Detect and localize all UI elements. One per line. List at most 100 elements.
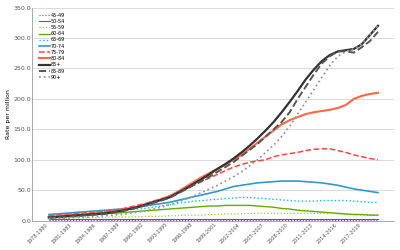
70-74 bbox=[54, 212, 59, 216]
70-74 bbox=[207, 192, 212, 195]
55-59 bbox=[143, 215, 148, 218]
55-59 bbox=[311, 212, 316, 215]
50-54 bbox=[175, 218, 180, 221]
90+ bbox=[368, 34, 372, 36]
55-59 bbox=[279, 212, 284, 215]
70-74 bbox=[295, 180, 300, 182]
60-64 bbox=[183, 206, 188, 209]
60-64 bbox=[223, 204, 228, 207]
75-79 bbox=[311, 148, 316, 151]
65-69 bbox=[183, 201, 188, 204]
65-69 bbox=[255, 196, 260, 200]
80-84 bbox=[279, 123, 284, 126]
85+ bbox=[167, 196, 172, 199]
70-74 bbox=[368, 190, 372, 193]
45-49 bbox=[279, 218, 284, 221]
75-79 bbox=[167, 195, 172, 198]
50-54 bbox=[287, 218, 292, 221]
60-64 bbox=[255, 204, 260, 208]
70-74 bbox=[287, 180, 292, 182]
90+ bbox=[78, 216, 83, 219]
85-89 bbox=[352, 51, 356, 54]
75-79 bbox=[54, 214, 59, 217]
85+ bbox=[328, 54, 332, 56]
55-59 bbox=[336, 212, 340, 216]
45-49 bbox=[295, 218, 300, 221]
55-59 bbox=[175, 214, 180, 217]
65-69 bbox=[368, 201, 372, 204]
90+ bbox=[183, 198, 188, 201]
75-79 bbox=[255, 160, 260, 162]
70-74 bbox=[336, 184, 340, 187]
65-69 bbox=[344, 199, 348, 202]
65-69 bbox=[143, 207, 148, 210]
90+ bbox=[86, 216, 91, 218]
50-54 bbox=[360, 218, 364, 221]
45-49 bbox=[328, 218, 332, 221]
Line: 55-59: 55-59 bbox=[49, 213, 378, 218]
65-69 bbox=[86, 211, 91, 214]
90+ bbox=[231, 175, 236, 178]
85-89 bbox=[215, 170, 220, 173]
60-64 bbox=[247, 204, 252, 207]
65-69 bbox=[360, 200, 364, 203]
60-64 bbox=[167, 208, 172, 210]
50-54 bbox=[70, 218, 75, 221]
85+ bbox=[103, 212, 108, 215]
75-79 bbox=[151, 200, 156, 203]
75-79 bbox=[336, 149, 340, 152]
70-74 bbox=[127, 207, 132, 210]
80-84 bbox=[199, 176, 204, 179]
60-64 bbox=[151, 209, 156, 212]
45-49 bbox=[207, 218, 212, 221]
45-49 bbox=[46, 218, 51, 221]
75-79 bbox=[183, 188, 188, 190]
80-84 bbox=[255, 141, 260, 144]
45-49 bbox=[263, 218, 268, 221]
60-64 bbox=[287, 208, 292, 210]
Line: 60-64: 60-64 bbox=[49, 206, 378, 217]
70-74 bbox=[223, 188, 228, 190]
85+ bbox=[319, 60, 324, 62]
60-64 bbox=[111, 212, 116, 215]
Line: 90+: 90+ bbox=[49, 26, 378, 219]
80-84 bbox=[135, 205, 140, 208]
80-84 bbox=[207, 172, 212, 175]
55-59 bbox=[352, 213, 356, 216]
55-59 bbox=[328, 212, 332, 215]
75-79 bbox=[223, 169, 228, 172]
55-59 bbox=[360, 214, 364, 217]
65-69 bbox=[54, 214, 59, 217]
50-54 bbox=[295, 218, 300, 221]
50-54 bbox=[255, 218, 260, 221]
50-54 bbox=[127, 218, 132, 221]
50-54 bbox=[247, 218, 252, 221]
85-89 bbox=[231, 161, 236, 164]
50-54 bbox=[311, 218, 316, 221]
80-84 bbox=[46, 216, 51, 218]
55-59 bbox=[119, 216, 124, 218]
60-64 bbox=[78, 214, 83, 217]
80-84 bbox=[54, 215, 59, 218]
50-54 bbox=[191, 218, 196, 221]
85-89 bbox=[78, 214, 83, 217]
90+ bbox=[191, 195, 196, 198]
60-64 bbox=[336, 212, 340, 215]
85-89 bbox=[263, 135, 268, 138]
50-54 bbox=[111, 218, 116, 221]
75-79 bbox=[143, 202, 148, 205]
50-54 bbox=[159, 218, 164, 221]
60-64 bbox=[54, 215, 59, 218]
80-84 bbox=[368, 92, 372, 96]
50-54 bbox=[271, 218, 276, 221]
75-79 bbox=[119, 208, 124, 210]
90+ bbox=[223, 180, 228, 182]
70-74 bbox=[111, 208, 116, 211]
60-64 bbox=[328, 211, 332, 214]
85+ bbox=[46, 216, 51, 219]
90+ bbox=[311, 88, 316, 91]
50-54 bbox=[62, 218, 67, 221]
65-69 bbox=[191, 200, 196, 203]
45-49 bbox=[151, 218, 156, 221]
45-49 bbox=[223, 218, 228, 221]
